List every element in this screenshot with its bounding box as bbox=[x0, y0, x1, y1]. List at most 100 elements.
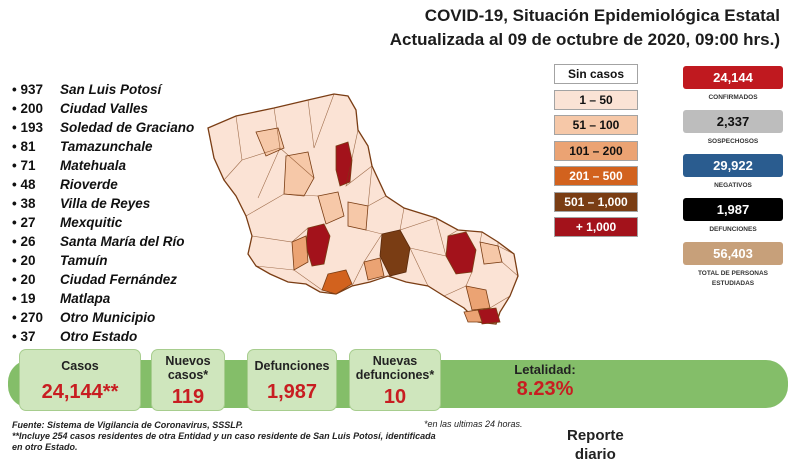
legend-item: + 1,000 bbox=[554, 217, 638, 237]
municipality-row: • 20 Ciudad Fernández bbox=[12, 270, 194, 289]
municipality-name: Tamuín bbox=[60, 253, 108, 268]
defunciones-card: Defunciones 1,987 bbox=[248, 350, 336, 410]
nuevas-defunciones-value: 10 bbox=[383, 386, 407, 408]
bullet-icon: • bbox=[12, 310, 21, 325]
municipality-row: • 937 San Luis Potosí bbox=[12, 80, 194, 99]
municipality-name: Ciudad Fernández bbox=[60, 272, 178, 287]
municipality-name: Ciudad Valles bbox=[60, 101, 149, 116]
stat-value: 1,987 bbox=[683, 198, 783, 221]
count-cell: • 26 bbox=[12, 232, 60, 251]
nuevos-casos-value: 119 bbox=[171, 386, 205, 408]
stat-value: 29,922 bbox=[683, 154, 783, 177]
municipality-count: 26 bbox=[20, 234, 36, 249]
bullet-icon: • bbox=[12, 272, 21, 287]
municipality-name: Tamazunchale bbox=[60, 139, 153, 154]
stat-label: TOTAL DE PERSONAS ESTUDIADAS bbox=[697, 270, 769, 287]
municipality-name: Rioverde bbox=[60, 177, 118, 192]
municipality-row: • 193 Soledad de Graciano bbox=[12, 118, 194, 137]
municipality-name: Matlapa bbox=[60, 291, 111, 306]
stat-label: CONFIRMADOS bbox=[708, 94, 758, 101]
municipality-name: Otro Estado bbox=[60, 329, 138, 344]
stat-value: 24,144 bbox=[683, 66, 783, 89]
municipality-count: 270 bbox=[20, 310, 44, 325]
municipality-count: 71 bbox=[20, 158, 36, 173]
bullet-icon: • bbox=[12, 215, 21, 230]
municipality-row: • 200 Ciudad Valles bbox=[12, 99, 194, 118]
municipality-name: Matehuala bbox=[60, 158, 127, 173]
source-note: Fuente: Sistema de Vigilancia de Coronav… bbox=[12, 420, 244, 430]
count-cell: • 20 bbox=[12, 251, 60, 270]
municipality-name: Soledad de Graciano bbox=[60, 120, 195, 135]
municipality-count: 19 bbox=[20, 291, 36, 306]
count-cell: • 48 bbox=[12, 175, 60, 194]
inclusion-note-line-1: **Incluye 254 casos residentes de otra E… bbox=[12, 431, 436, 441]
count-cell: • 37 bbox=[12, 327, 60, 346]
state-map bbox=[207, 93, 519, 325]
map-region-santa-maria bbox=[321, 269, 353, 295]
reporte-diario: Reporte diario bbox=[567, 426, 624, 464]
legend-item: 201 – 500 bbox=[554, 166, 638, 186]
municipality-case-list: • 937 San Luis Potosí • 200 Ciudad Valles • … bbox=[12, 80, 194, 346]
municipality-name: Villa de Reyes bbox=[60, 196, 151, 211]
count-cell: • 81 bbox=[12, 137, 60, 156]
municipality-row: • 27 Mexquitic bbox=[12, 213, 194, 232]
stat-value: 2,337 bbox=[683, 110, 783, 133]
nuevas-defunciones-label: Nuevas defunciones* bbox=[355, 354, 435, 382]
municipality-count: 38 bbox=[20, 196, 36, 211]
map-region-ciudad-fernandez bbox=[363, 257, 385, 281]
map-municipal-boundaries bbox=[223, 93, 519, 309]
footer-notes: Fuente: Sistema de Vigilancia de Coronav… bbox=[12, 420, 436, 453]
bullet-icon: • bbox=[12, 158, 21, 173]
map-region-center-1 bbox=[317, 191, 345, 225]
title-line-1: COVID-19, Situación Epidemiológica Estat… bbox=[424, 6, 780, 25]
count-cell: • 200 bbox=[12, 99, 60, 118]
municipality-count: 193 bbox=[20, 120, 44, 135]
stat-value: 56,403 bbox=[683, 242, 783, 265]
stat-label: SOSPECHOSOS bbox=[707, 138, 759, 145]
bullet-icon: • bbox=[12, 196, 21, 211]
municipality-count: 20 bbox=[20, 272, 36, 287]
municipality-row: • 48 Rioverde bbox=[12, 175, 194, 194]
municipality-count: 48 bbox=[20, 177, 36, 192]
count-cell: • 19 bbox=[12, 289, 60, 308]
municipality-row: • 19 Matlapa bbox=[12, 289, 194, 308]
stat-label: DEFUNCIONES bbox=[709, 226, 757, 233]
bullet-icon: • bbox=[12, 234, 21, 249]
legend-item: 51 – 100 bbox=[554, 115, 638, 135]
report-line-1: Reporte bbox=[567, 427, 624, 444]
count-cell: • 270 bbox=[12, 308, 60, 327]
casos-label: Casos bbox=[61, 359, 99, 373]
bullet-icon: • bbox=[12, 291, 21, 306]
municipality-count: 27 bbox=[20, 215, 36, 230]
municipality-count: 81 bbox=[20, 139, 36, 154]
count-cell: • 71 bbox=[12, 156, 60, 175]
nuevas-defunciones-card: Nuevas defunciones* 10 bbox=[350, 350, 440, 410]
stats-panel: 24,144 CONFIRMADOS 2,337 SOSPECHOSOS 29,922 N… bbox=[683, 66, 783, 287]
inclusion-note-line-2: en otro Estado. bbox=[12, 442, 78, 452]
map-region-matlapa bbox=[463, 309, 483, 323]
title-line-2: Actualizada al 09 de octubre de 2020, 09… bbox=[389, 30, 780, 49]
last-24h-note: *en las ultimas 24 horas. bbox=[424, 419, 523, 429]
nuevos-casos-label: Nuevos casos* bbox=[165, 354, 211, 382]
municipality-name: San Luis Potosí bbox=[60, 82, 162, 97]
map-region-center-2 bbox=[347, 201, 369, 231]
municipality-row: • 71 Matehuala bbox=[12, 156, 194, 175]
bullet-icon: • bbox=[12, 253, 21, 268]
count-cell: • 193 bbox=[12, 118, 60, 137]
legend-item: 501 – 1,000 bbox=[554, 191, 638, 212]
legend-item: 101 – 200 bbox=[554, 140, 638, 161]
bullet-icon: • bbox=[12, 101, 21, 116]
municipality-count: 200 bbox=[20, 101, 44, 116]
bullet-icon: • bbox=[12, 82, 21, 97]
municipality-name: Santa María del Río bbox=[60, 234, 185, 249]
municipality-count: 937 bbox=[20, 82, 44, 97]
municipality-count: 37 bbox=[20, 329, 36, 344]
casos-card: Casos 24,144** bbox=[20, 350, 140, 410]
count-cell: • 27 bbox=[12, 213, 60, 232]
nuevos-casos-card: Nuevos casos* 119 bbox=[152, 350, 224, 410]
stat-label: NEGATIVOS bbox=[714, 182, 752, 189]
map-region-north-1 bbox=[283, 151, 315, 197]
municipality-row: • 270 Otro Municipio bbox=[12, 308, 194, 327]
municipality-row: • 81 Tamazunchale bbox=[12, 137, 194, 156]
letalidad-value: 8.23% bbox=[516, 378, 574, 400]
